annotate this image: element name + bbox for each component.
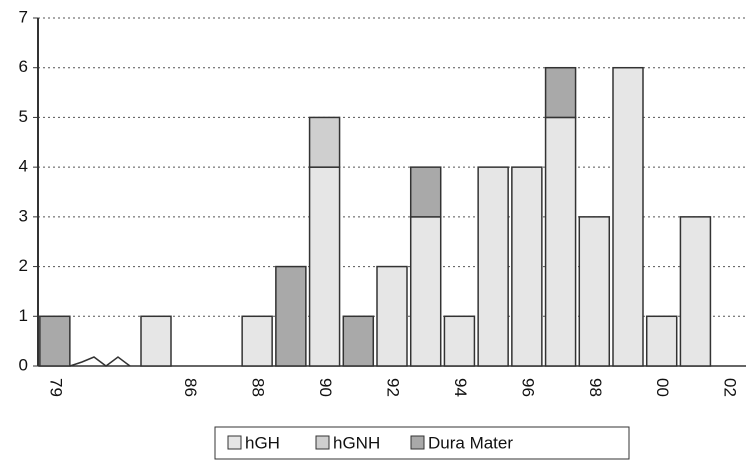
bar-segment [241, 315, 273, 367]
bar-segment [140, 315, 172, 367]
y-tick-label: 2 [19, 256, 28, 275]
bar-segment [275, 265, 307, 367]
bar-segment [544, 116, 577, 367]
bar-segment [679, 216, 712, 367]
y-tick-label: 7 [19, 7, 28, 26]
bar-segment [409, 216, 442, 367]
y-tick-label: 3 [19, 206, 28, 225]
bar-segment [612, 66, 644, 367]
x-tick-label: 86 [181, 378, 200, 397]
y-tick-label: 6 [19, 57, 28, 76]
bar-segment [477, 166, 509, 367]
bar-segment [409, 166, 442, 218]
bar-segment [376, 265, 408, 367]
legend-swatch [410, 435, 425, 450]
bar-segment [645, 315, 678, 367]
x-tick-label: 90 [316, 378, 335, 397]
bar-segment [578, 216, 611, 367]
y-tick-label: 0 [19, 355, 28, 374]
x-tick-label: 98 [586, 378, 605, 397]
y-tick-label: 1 [19, 306, 28, 325]
y-tick-label: 5 [19, 107, 28, 126]
x-tick-label: 79 [46, 378, 65, 397]
y-tick-label: 4 [19, 157, 28, 176]
bar-segment [39, 315, 71, 367]
x-tick-label: 88 [249, 378, 268, 397]
x-tick-label: 00 [653, 378, 672, 397]
x-tick-label: 02 [721, 378, 740, 397]
axis-break [69, 356, 131, 367]
legend-swatch [315, 435, 330, 450]
bar-segment [308, 116, 341, 168]
legend-swatch [227, 435, 242, 450]
bar-segment [443, 315, 476, 367]
bar-segment [342, 315, 375, 367]
bar-segment [308, 166, 341, 367]
legend-label: hGH [245, 433, 280, 452]
x-tick-label: 94 [451, 378, 470, 397]
legend-label: Dura Mater [428, 433, 513, 452]
bar-segment [544, 66, 577, 119]
bar-segment [511, 166, 543, 367]
legend-label: hGNH [333, 433, 380, 452]
x-tick-label: 92 [384, 378, 403, 397]
x-tick-label: 96 [518, 378, 537, 397]
